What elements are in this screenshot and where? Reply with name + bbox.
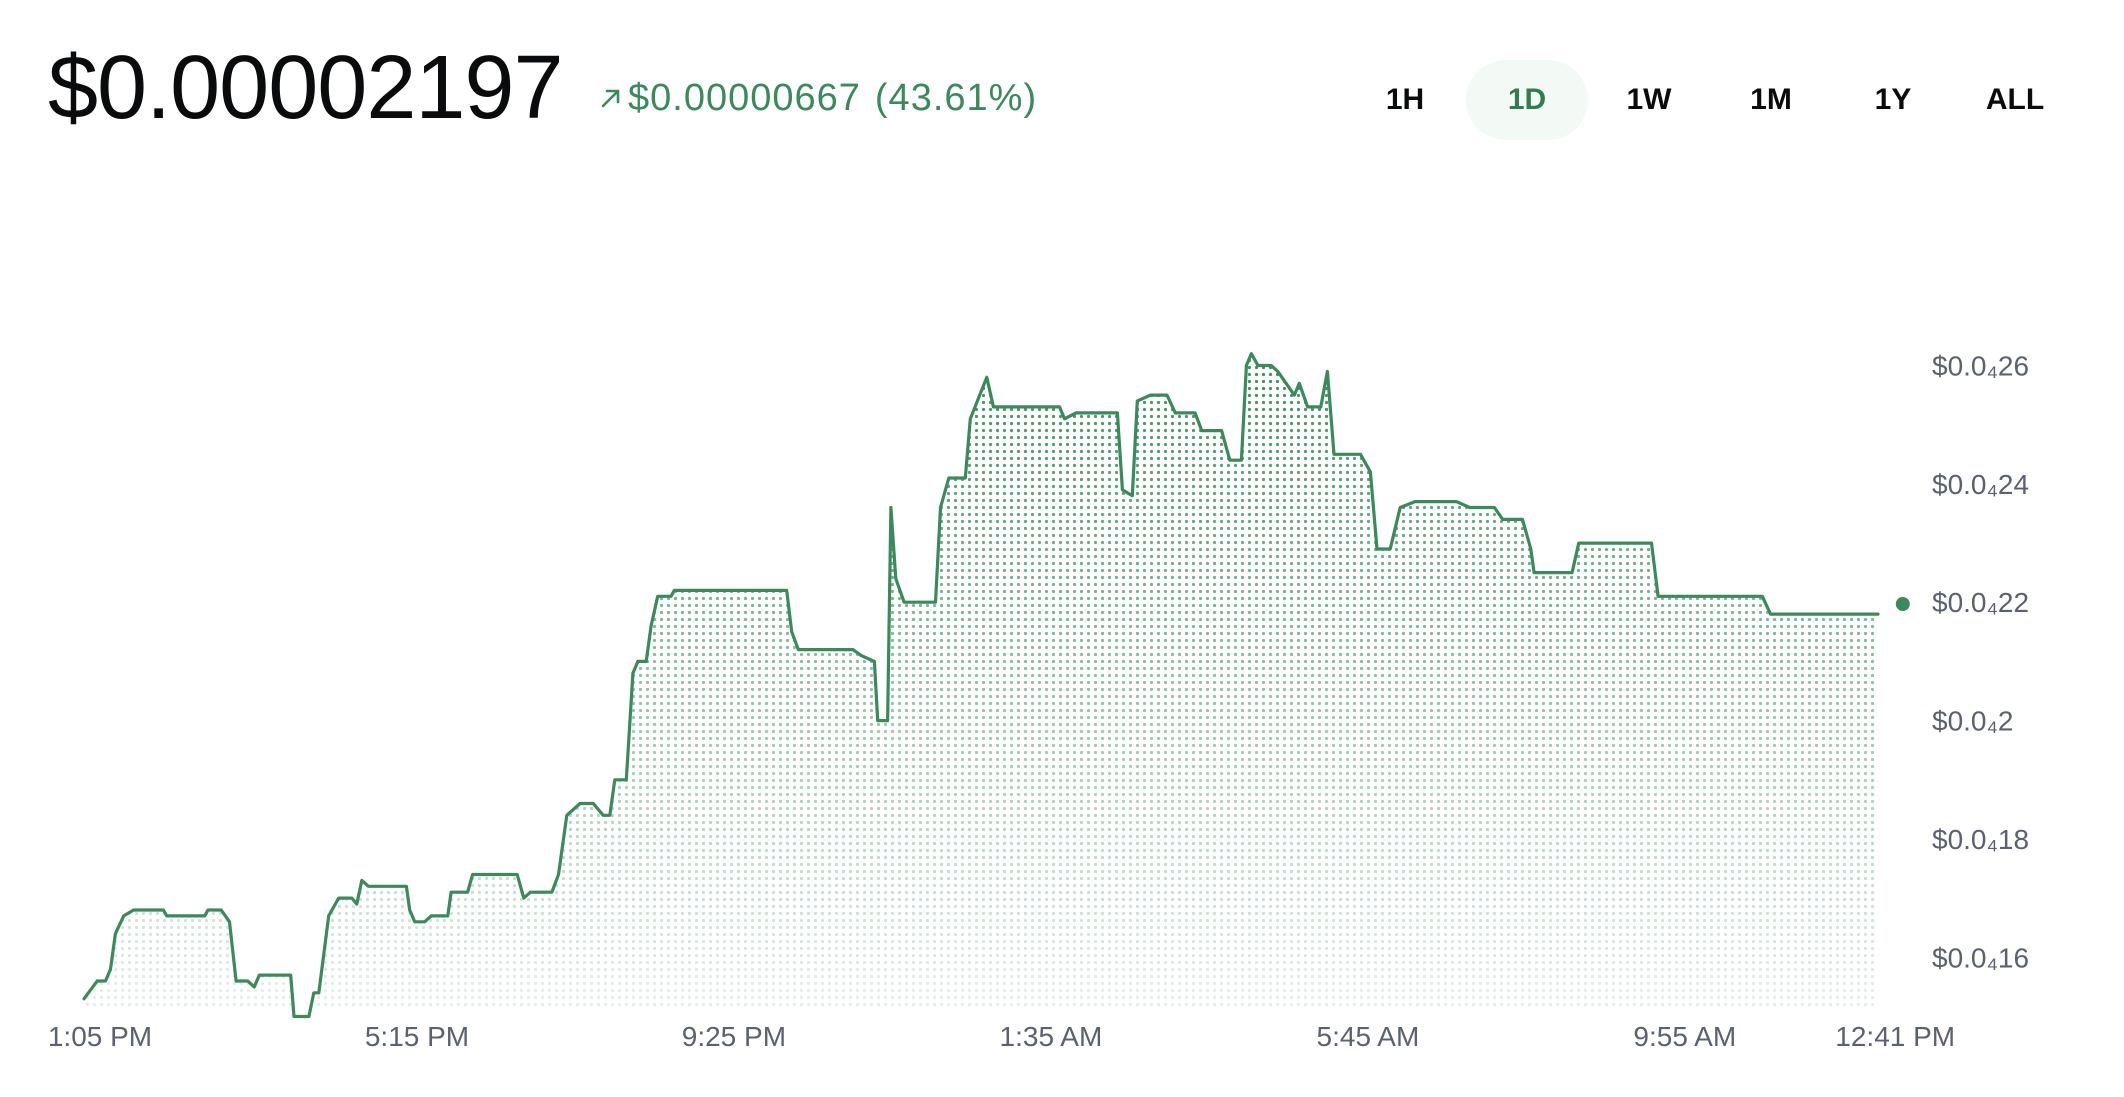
y-axis-tick-label: $0.0₄22	[1932, 587, 2029, 618]
y-axis-tick-label: $0.0₄18	[1932, 824, 2029, 855]
y-axis-tick-label: $0.0₄24	[1932, 469, 2029, 500]
y-axis-tick-label: $0.0₄16	[1932, 942, 2029, 973]
x-axis-labels: 1:05 PM 5:15 PM 9:25 PM 1:35 AM 5:45 AM 9:55 …	[48, 1021, 1955, 1052]
range-button-1h[interactable]: 1H	[1385, 83, 1425, 116]
x-axis-tick-label: 9:55 AM	[1633, 1021, 1736, 1052]
x-axis-tick-label: 1:05 PM	[48, 1021, 152, 1052]
range-button-1y[interactable]: 1Y	[1874, 83, 1912, 116]
time-range-selector: 1H 1D 1W 1M 1Y ALL	[1344, 60, 2076, 140]
price-change-percent: (43.61%)	[874, 77, 1038, 119]
range-button-1m[interactable]: 1M	[1750, 83, 1792, 116]
range-button-all[interactable]: ALL	[1985, 83, 2045, 116]
arrow-up-right-icon	[601, 89, 620, 108]
x-axis-tick-label: 9:25 PM	[682, 1021, 786, 1052]
y-axis-labels: $0.0₄26 $0.0₄24 $0.0₄22 $0.0₄2 $0.0₄18 $0.0₄1…	[1932, 351, 2029, 974]
price-change-amount: $0.00000667	[628, 77, 861, 119]
y-axis-tick-label: $0.0₄26	[1932, 351, 2029, 382]
current-price: $0.00002197	[48, 38, 564, 138]
price-series-line	[82, 352, 1880, 1019]
x-axis-tick-label: 12:41 PM	[1835, 1021, 1955, 1052]
range-button-1w[interactable]: 1W	[1626, 83, 1672, 116]
price-line	[82, 352, 1910, 1019]
y-axis-tick-label: $0.0₄2	[1932, 706, 2014, 737]
price-change: $0.00000667 (43.61%)	[598, 76, 1037, 120]
price-header: $0.00002197 $0.00000667 (43.61%) 1H 1D 1…	[48, 30, 2076, 140]
range-button-1d[interactable]: 1D	[1466, 60, 1588, 140]
current-price-dot	[1895, 597, 1910, 611]
price-area-fill	[84, 353, 1878, 1017]
x-axis-tick-label: 5:45 AM	[1317, 1021, 1420, 1052]
price-area	[84, 353, 1878, 1017]
x-axis-tick-label: 1:35 AM	[1000, 1021, 1103, 1052]
x-axis-tick-label: 5:15 PM	[365, 1021, 469, 1052]
